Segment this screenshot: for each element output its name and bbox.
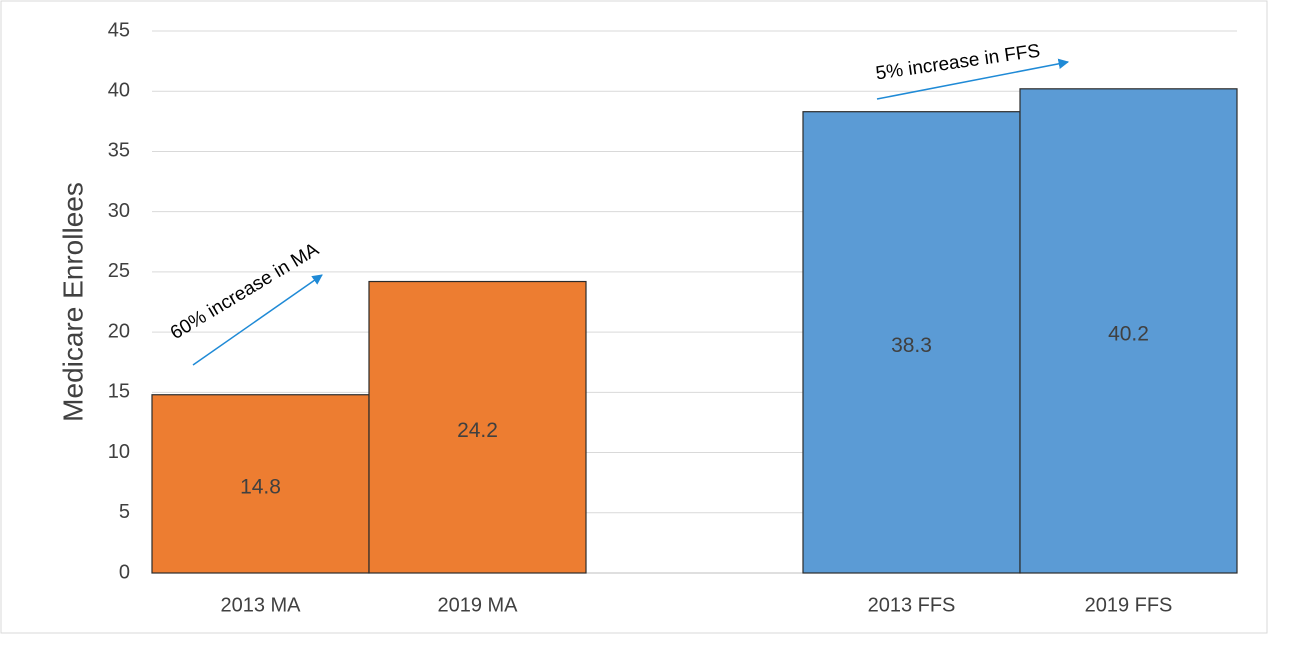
y-tick-label: 35 xyxy=(108,140,130,162)
arrow xyxy=(192,274,323,366)
y-axis-label: Medicare Enrollees xyxy=(57,182,88,422)
x-tick-label: 2013 FFS xyxy=(868,594,956,616)
bar xyxy=(1019,88,1238,574)
y-tick-label: 5 xyxy=(119,501,130,523)
data-label: 24.2 xyxy=(457,419,498,442)
data-label: 40.2 xyxy=(1108,322,1149,345)
data-label: 14.8 xyxy=(240,475,281,498)
x-tick-label: 2019 MA xyxy=(437,594,518,616)
y-tick-label: 20 xyxy=(108,320,130,342)
x-tick-label: 2013 MA xyxy=(220,594,301,616)
arrow xyxy=(876,58,1070,100)
y-tick-label: 40 xyxy=(108,80,130,102)
y-tick-label: 30 xyxy=(108,200,130,222)
y-tick-label: 25 xyxy=(108,260,130,282)
y-tick-label: 0 xyxy=(119,561,130,583)
bar xyxy=(151,394,370,574)
x-tick-label: 2019 FFS xyxy=(1085,594,1173,616)
y-tick-label: 10 xyxy=(108,441,130,463)
data-label: 38.3 xyxy=(891,334,932,357)
annotation: 5% increase in FFS xyxy=(874,41,1041,85)
y-tick-label: 15 xyxy=(108,381,130,403)
chart-border xyxy=(0,0,1268,634)
y-tick-label: 45 xyxy=(108,19,130,41)
bar xyxy=(368,280,587,574)
